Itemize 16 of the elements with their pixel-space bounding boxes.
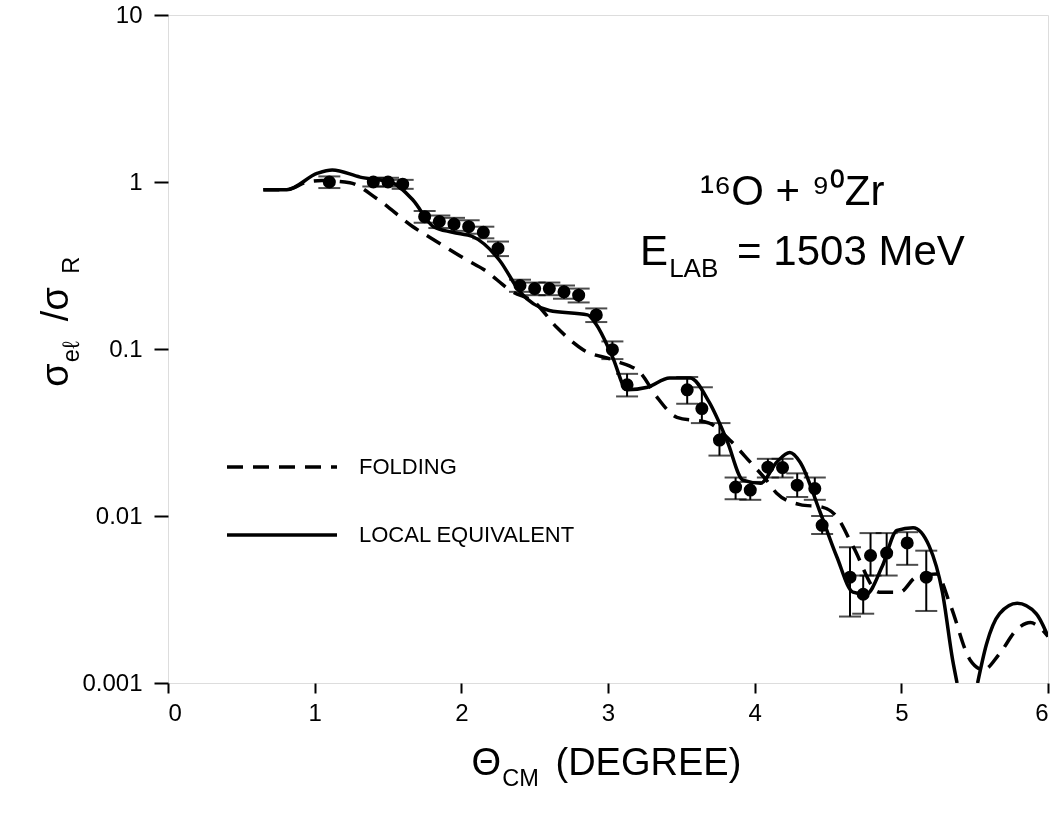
- y-axis-title: σeℓ /σR: [34, 256, 84, 387]
- y-tick-label: 0.01: [95, 501, 143, 529]
- y-tick-label: 0.1: [109, 334, 143, 362]
- annotation: ¹⁶O + ⁹⁰Zr: [700, 167, 885, 214]
- x-tick-label: 6: [1035, 698, 1049, 726]
- y-tick-label: 0.001: [82, 668, 143, 696]
- legend-label: FOLDING: [359, 454, 457, 479]
- y-tick-label: 10: [115, 0, 143, 28]
- x-tick-label: 5: [895, 698, 909, 726]
- legend-label: LOCAL EQUIVALENT: [359, 522, 575, 547]
- y-tick-label: 1: [129, 167, 143, 195]
- x-tick-label: 4: [748, 698, 762, 726]
- x-tick-label: 0: [168, 698, 182, 726]
- x-tick-label: 3: [601, 698, 616, 726]
- x-tick-label: 2: [455, 698, 469, 726]
- x-tick-label: 1: [308, 698, 322, 726]
